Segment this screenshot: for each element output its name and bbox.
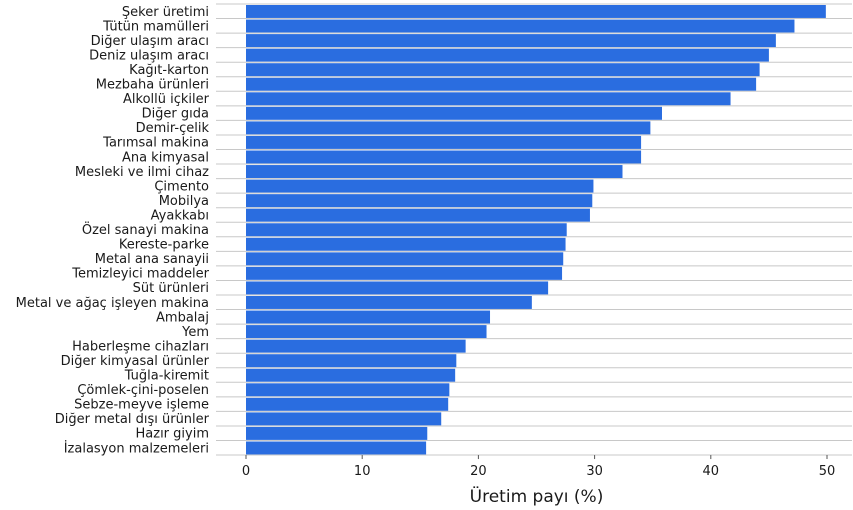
bar (246, 223, 567, 237)
x-axis-ticks: 0 10 20 30 40 50 (242, 455, 835, 479)
category-label: Alkollü içkiler (123, 92, 210, 107)
category-label: Yem (181, 325, 209, 340)
category-label: Diğer gıda (142, 107, 209, 122)
x-tick-label: 10 (354, 464, 371, 479)
category-label: Mesleki ve ilmi cihaz (75, 165, 209, 180)
bar (246, 121, 651, 135)
category-label: İzalasyon malzemeleri (64, 440, 209, 456)
category-label: Demir-çelik (136, 121, 210, 136)
bar (246, 339, 466, 353)
bar (246, 310, 491, 324)
bar (246, 325, 487, 339)
bar (246, 34, 776, 48)
bars (246, 5, 826, 455)
category-label: Sebze-meyve işleme (74, 398, 209, 413)
bar (246, 368, 456, 382)
bar (246, 63, 760, 77)
x-tick-label: 0 (242, 464, 250, 479)
category-label: Ambalaj (156, 310, 209, 325)
category-label: Metal ve ağaç işleyen makina (16, 296, 209, 311)
x-tick-label: 20 (470, 464, 487, 479)
gridlines (216, 3, 852, 456)
bar (246, 354, 457, 368)
category-label: Mobilya (159, 194, 209, 209)
category-label: Çömlek-çini-poselen (77, 383, 209, 398)
category-label: Kağıt-karton (129, 63, 209, 78)
category-label: Deniz ulaşım aracı (89, 48, 209, 63)
x-tick-label: 30 (586, 464, 603, 479)
bar (246, 106, 662, 120)
bar (246, 281, 549, 295)
category-label: Ana kimyasal (122, 150, 209, 165)
category-label: Tütün mamülleri (102, 19, 209, 34)
category-label: Çimento (154, 179, 209, 194)
category-label: Süt ürünleri (133, 281, 209, 296)
category-label: Şeker üretimi (122, 5, 209, 20)
bar (246, 266, 563, 280)
bar (246, 252, 564, 266)
bar (246, 165, 623, 178)
bar (246, 5, 826, 18)
category-label: Mezbaha ürünleri (96, 78, 209, 93)
bar (246, 208, 590, 222)
category-label: Tarımsal makina (102, 136, 209, 151)
category-label: Temizleyici maddeler (71, 267, 209, 282)
x-tick-label: 50 (819, 464, 836, 479)
bar (246, 179, 594, 193)
category-label: Haberleşme cihazları (72, 339, 209, 354)
category-label: Diğer kimyasal ürünler (61, 354, 210, 369)
bar (246, 150, 642, 164)
x-axis-title: Üretim payı (%) (470, 485, 604, 507)
bar (246, 383, 450, 397)
bar (246, 135, 642, 149)
category-label: Özel sanayi makina (82, 221, 209, 238)
category-label: Diğer ulaşım aracı (91, 34, 209, 49)
bar (246, 48, 769, 62)
bar (246, 77, 757, 91)
category-label: Ayakkabı (151, 208, 209, 223)
bar (246, 441, 427, 455)
bar (246, 237, 566, 251)
bar (246, 296, 532, 309)
category-label: Hazır giyim (136, 427, 210, 442)
x-tick-label: 40 (703, 464, 720, 479)
category-label: Metal ana sanayii (95, 252, 209, 267)
bar (246, 92, 731, 106)
category-label: Kereste-parke (119, 238, 209, 253)
category-label: Tuğla-kiremit (124, 369, 209, 384)
bar (246, 194, 593, 208)
bar (246, 412, 442, 426)
bar (246, 426, 428, 440)
bar (246, 19, 795, 33)
category-label: Diğer metal dışı ürünler (55, 412, 210, 427)
bar (246, 397, 449, 411)
